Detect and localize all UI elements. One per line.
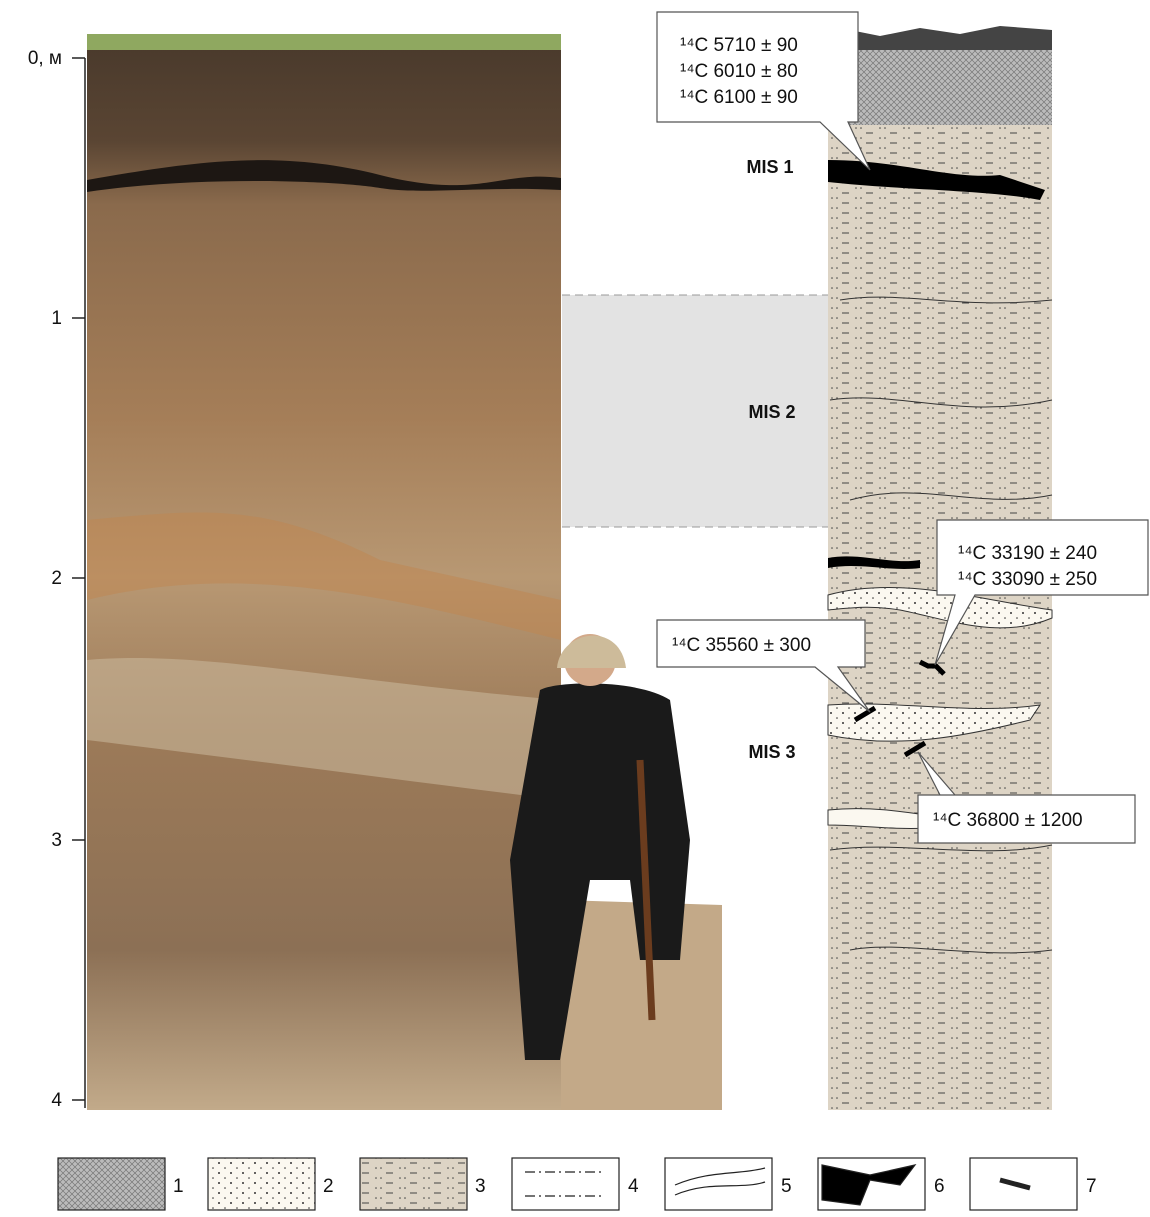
legend-number: 6 [934, 1176, 945, 1197]
date: ¹⁴C 36800 ± 1200 [933, 810, 1083, 831]
depth-label: 2 [51, 568, 62, 589]
mis-label: MIS 2 [748, 402, 795, 422]
date: ¹⁴C 5710 ± 90 [680, 35, 798, 56]
legend-number: 3 [475, 1176, 486, 1197]
date: ¹⁴C 33090 ± 250 [958, 569, 1097, 590]
date: ¹⁴C 6010 ± 80 [680, 61, 798, 82]
depth-label: 3 [51, 830, 62, 851]
date: ¹⁴C 6100 ± 90 [680, 87, 798, 108]
depth-axis [72, 58, 85, 1108]
mis-label: MIS 1 [746, 157, 793, 177]
legend-number: 2 [323, 1176, 334, 1197]
legend-number: 1 [173, 1176, 184, 1197]
legend-number: 7 [1086, 1176, 1097, 1197]
legend [58, 1158, 1077, 1210]
date: ¹⁴C 35560 ± 300 [672, 635, 811, 656]
figure: 0, м 1 2 3 4 MIS 1 MIS 2 MIS 3 ¹⁴C 5710 … [0, 0, 1150, 1212]
legend-number: 4 [628, 1176, 639, 1197]
legend-number: 5 [781, 1176, 792, 1197]
mis-label: MIS 3 [748, 742, 795, 762]
depth-label: 1 [51, 308, 62, 329]
section-photo [87, 34, 722, 1110]
date: ¹⁴C 33190 ± 240 [958, 543, 1097, 564]
depth-label: 0, м [28, 48, 62, 69]
depth-label: 4 [51, 1090, 62, 1111]
